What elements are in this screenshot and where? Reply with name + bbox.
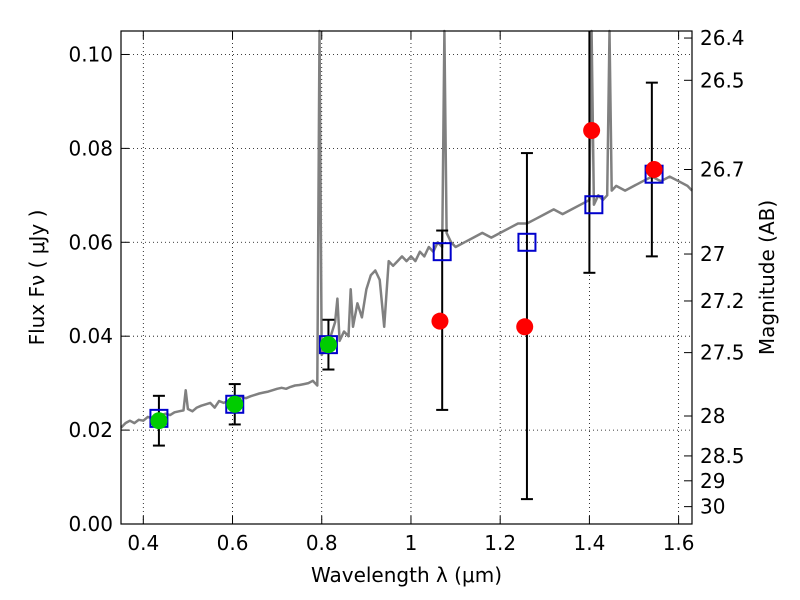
- x-tick-label: 0.4: [127, 531, 159, 555]
- y-tick-label: 0.04: [68, 324, 113, 348]
- x-tick-label: 0.8: [306, 531, 338, 555]
- detection-point: [226, 395, 244, 413]
- right-tick-label: 28: [700, 404, 725, 428]
- spectrum-line: [120, 29, 693, 429]
- x-tick-label: 1.2: [484, 531, 516, 555]
- marker-layer: [149, 122, 664, 430]
- right-tick-label: 27: [700, 242, 725, 266]
- detection-point: [150, 412, 168, 430]
- y-tick-label: 0.08: [68, 136, 113, 160]
- y-tick-label: 0.00: [68, 512, 113, 536]
- model-square: [432, 242, 452, 262]
- right-tick-label: 29: [700, 469, 725, 493]
- right-axis-title: Magnitude (AB): [755, 200, 779, 355]
- right-tick-label: 30: [700, 495, 725, 519]
- tick-layer: 0.4 0.6 0.8 1 1.2 1.4 1.6 0.00 0.02 0.04 0.06 0.08 0…: [68, 26, 744, 555]
- x-tick-label: 1.6: [663, 531, 695, 555]
- y-tick-label: 0.06: [68, 230, 113, 254]
- model-square: [517, 232, 537, 252]
- x-tick-label: 1: [405, 531, 418, 555]
- right-tick-label: 26.5: [700, 68, 745, 92]
- x-tick-label: 0.6: [217, 531, 249, 555]
- y-axis-title: Flux Fν ( μJy ): [25, 210, 49, 346]
- right-tick-label: 26.7: [700, 158, 745, 182]
- red-point: [516, 318, 534, 336]
- red-point: [431, 312, 449, 330]
- right-tick-label: 28.5: [700, 444, 745, 468]
- red-point: [583, 122, 601, 140]
- y-tick-label: 0.02: [68, 418, 113, 442]
- detection-point: [319, 336, 337, 354]
- right-tick-label: 26.4: [700, 26, 745, 50]
- spectrum-layer: [120, 29, 693, 429]
- model-square: [584, 195, 604, 215]
- plot-frame: [120, 30, 693, 525]
- red-point: [645, 161, 663, 179]
- x-tick-label: 1.4: [573, 531, 605, 555]
- x-axis-title: Wavelength λ (μm): [311, 563, 502, 587]
- right-tick-label: 27.5: [700, 341, 745, 365]
- y-tick-label: 0.10: [68, 42, 113, 66]
- right-tick-label: 27.2: [700, 289, 745, 313]
